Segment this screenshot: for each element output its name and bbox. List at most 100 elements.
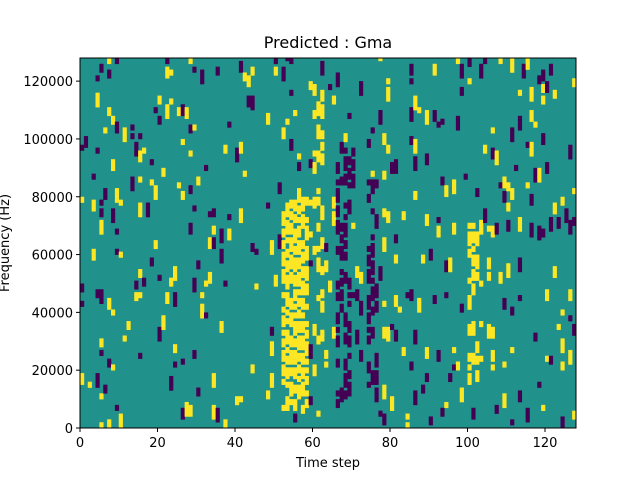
heatmap-cell <box>510 306 515 310</box>
heatmap-cell <box>297 393 302 397</box>
heatmap-cell <box>192 69 197 73</box>
heatmap-cell <box>432 63 437 67</box>
heatmap-cell <box>297 234 302 238</box>
heatmap-cell <box>335 84 340 88</box>
heatmap-cell <box>459 393 464 397</box>
heatmap-cell <box>80 381 85 385</box>
heatmap-cell <box>335 193 340 198</box>
heatmap-cell <box>289 384 294 388</box>
heatmap-cell <box>541 133 546 137</box>
heatmap-cell <box>467 373 472 377</box>
heatmap-cell <box>250 370 255 374</box>
heatmap-cell <box>359 312 364 316</box>
heatmap-cell <box>266 390 271 394</box>
heatmap-cell <box>335 208 340 212</box>
heatmap-cell <box>281 295 286 299</box>
heatmap-cell <box>467 60 472 65</box>
heatmap-cell <box>455 361 461 365</box>
heatmap-cell <box>95 150 100 154</box>
heatmap-cell <box>266 112 271 117</box>
heatmap-cell <box>300 355 306 359</box>
heatmap-cell <box>269 326 275 331</box>
heatmap-cell <box>103 190 108 195</box>
heatmap-cell <box>467 277 472 281</box>
heatmap-cell <box>347 176 352 180</box>
heatmap-cell <box>343 321 348 325</box>
heatmap-cell <box>281 381 286 385</box>
heatmap-cell <box>471 292 476 296</box>
heatmap-cell <box>297 193 302 198</box>
heatmap-cell <box>289 266 294 270</box>
heatmap-cell <box>173 277 178 281</box>
heatmap-cell <box>91 254 96 258</box>
heatmap-cell <box>424 153 430 157</box>
heatmap-cell <box>490 147 495 151</box>
heatmap-cell <box>541 141 546 146</box>
heatmap-cell <box>382 133 387 137</box>
heatmap-cell <box>304 196 309 200</box>
heatmap-cell <box>227 124 232 128</box>
heatmap-cell <box>277 245 282 250</box>
heatmap-cell <box>293 370 298 374</box>
heatmap-cell <box>525 413 530 417</box>
heatmap-cell <box>316 156 321 160</box>
heatmap-cell <box>297 341 302 345</box>
heatmap-cell <box>335 338 340 342</box>
heatmap-cell <box>138 269 143 273</box>
heatmap-cell <box>370 127 375 131</box>
heatmap-cell <box>351 150 356 154</box>
heatmap-cell <box>359 309 364 313</box>
heatmap-cell <box>479 225 484 229</box>
heatmap-cell <box>343 271 348 276</box>
heatmap-cell <box>417 306 422 310</box>
heatmap-cell <box>227 234 232 238</box>
heatmap-cell <box>552 269 557 273</box>
heatmap-cell <box>316 150 321 154</box>
heatmap-cell <box>273 60 278 65</box>
heatmap-cell <box>192 208 197 212</box>
heatmap-cell <box>347 323 352 328</box>
heatmap-cell <box>424 222 430 226</box>
heatmap-cell <box>277 240 282 244</box>
heatmap-cell <box>343 176 348 180</box>
heatmap-cell <box>560 347 565 351</box>
heatmap-cell <box>297 167 302 172</box>
heatmap-cell <box>142 283 147 287</box>
heatmap-cell <box>409 141 414 146</box>
heatmap-cell <box>304 269 309 273</box>
heatmap-cell <box>444 269 449 273</box>
heatmap-cell <box>91 257 96 261</box>
heatmap-cell <box>304 248 309 252</box>
heatmap-cell <box>114 190 120 195</box>
heatmap-cell <box>188 190 193 195</box>
heatmap-cell <box>316 295 321 299</box>
heatmap-cell <box>324 352 329 357</box>
heatmap-cell <box>335 248 340 252</box>
heatmap-cell <box>238 399 244 403</box>
heatmap-cell <box>254 286 259 290</box>
heatmap-cell <box>386 211 391 215</box>
heatmap-cell <box>266 202 271 206</box>
heatmap-cell <box>351 182 356 186</box>
heatmap-cell <box>235 396 240 400</box>
heatmap-cell <box>281 378 286 383</box>
heatmap-cell <box>517 115 523 119</box>
heatmap-cell <box>444 185 449 189</box>
heatmap-cell <box>107 306 112 310</box>
heatmap-cell <box>370 375 375 380</box>
heatmap-cell <box>184 107 189 111</box>
heatmap-cell <box>285 332 290 336</box>
heatmap-cell <box>413 98 418 102</box>
heatmap-cell <box>293 387 298 391</box>
heatmap-cell <box>347 277 352 281</box>
heatmap-cell <box>413 396 418 400</box>
heatmap-cell <box>157 121 162 125</box>
heatmap-cell <box>401 352 406 357</box>
heatmap-cell <box>180 110 185 114</box>
heatmap-cell <box>316 297 321 302</box>
heatmap-cell <box>297 205 302 209</box>
heatmap-cell <box>382 422 387 426</box>
heatmap-cell <box>347 185 352 189</box>
heatmap-cell <box>455 367 461 371</box>
heatmap-cell <box>436 352 441 357</box>
